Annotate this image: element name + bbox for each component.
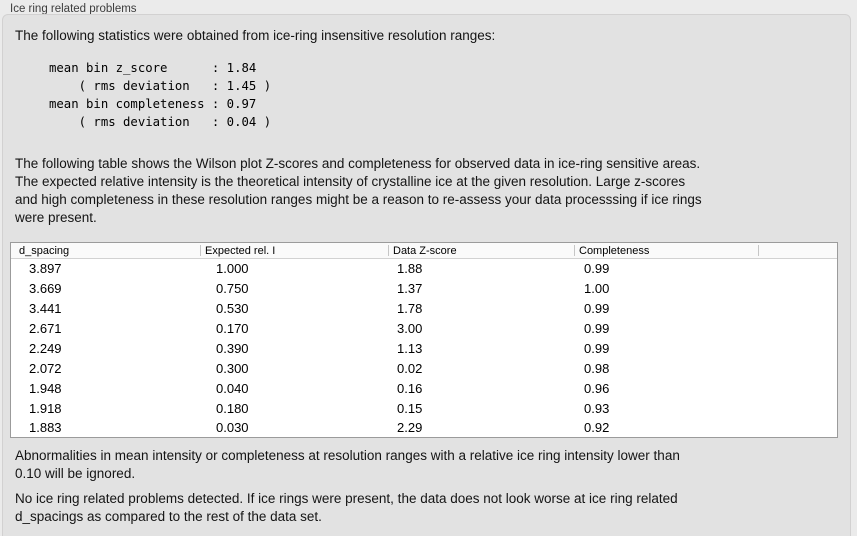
table-row[interactable]: 3.669 0.750 1.37 1.00 [11, 279, 837, 299]
conclusion-text: No ice ring related problems detected. I… [15, 490, 678, 526]
table-cell: 3.669 [29, 281, 62, 297]
table-cell: 2.29 [397, 420, 423, 436]
intro-text: The following statistics were obtained f… [15, 28, 496, 43]
table-cell: 0.99 [584, 301, 610, 317]
table-cell: 1.37 [397, 281, 423, 297]
table-cell: 0.15 [397, 400, 423, 416]
ice-ring-table: d_spacing Expected rel. I Data Z-score Comp… [10, 242, 838, 438]
table-cell: 0.170 [216, 321, 249, 337]
text-line: ( rms deviation : 1.45 ) [49, 79, 272, 93]
table-cell: 0.93 [584, 400, 610, 416]
table-cell: 1.883 [29, 420, 62, 436]
ice-ring-panel: The following statistics were obtained f… [2, 14, 851, 536]
table-cell: 1.948 [29, 380, 62, 396]
column-header-filler [758, 243, 837, 258]
table-row[interactable]: 1.918 0.180 0.15 0.93 [11, 398, 837, 418]
table-cell: 0.96 [584, 380, 610, 396]
table-cell: 0.99 [584, 261, 610, 277]
table-cell: 0.040 [216, 380, 249, 396]
table-cell: 0.16 [397, 380, 423, 396]
table-cell: 0.300 [216, 360, 249, 376]
table-cell: 0.99 [584, 321, 610, 337]
text-line: and high completeness in these resolutio… [15, 192, 702, 207]
table-row[interactable]: 3.897 1.000 1.88 0.99 [11, 259, 837, 279]
text-line: The following table shows the Wilson plo… [15, 156, 701, 171]
table-cell: 1.000 [216, 261, 249, 277]
column-header-data-z-score[interactable]: Data Z-score [388, 243, 574, 258]
table-cell: 3.897 [29, 261, 62, 277]
table-cell: 1.13 [397, 340, 423, 356]
table-row[interactable]: 2.671 0.170 3.00 0.99 [11, 319, 837, 339]
table-cell: 2.249 [29, 340, 62, 356]
ignore-note-text: Abnormalities in mean intensity or compl… [15, 447, 680, 483]
table-cell: 2.671 [29, 321, 62, 337]
table-cell: 0.390 [216, 340, 249, 356]
table-body: 3.897 1.000 1.88 0.99 3.669 0.750 1.37 1.00 3.44… [11, 259, 837, 437]
text-line: 0.10 will be ignored. [15, 466, 136, 481]
text-line: ( rms deviation : 0.04 ) [49, 115, 272, 129]
table-cell: 0.99 [584, 340, 610, 356]
table-cell: 0.180 [216, 400, 249, 416]
description-text: The following table shows the Wilson plo… [15, 155, 702, 227]
column-header-completeness[interactable]: Completeness [574, 243, 758, 258]
text-line: No ice ring related problems detected. I… [15, 491, 678, 506]
table-cell: 0.92 [584, 420, 610, 436]
table-cell: 3.441 [29, 301, 62, 317]
text-line: mean bin completeness : 0.97 [49, 97, 257, 111]
column-header-expected-rel-i[interactable]: Expected rel. I [200, 243, 388, 258]
table-row[interactable]: 1.883 0.030 2.29 0.92 [11, 418, 837, 437]
table-row[interactable]: 2.072 0.300 0.02 0.98 [11, 358, 837, 378]
table-cell: 0.530 [216, 301, 249, 317]
table-header-row: d_spacing Expected rel. I Data Z-score Comp… [11, 243, 837, 259]
table-cell: 1.918 [29, 400, 62, 416]
text-line: d_spacings as compared to the rest of th… [15, 509, 322, 524]
stats-block: mean bin z_score : 1.84 ( rms deviation … [49, 59, 271, 131]
text-line: mean bin z_score : 1.84 [49, 61, 257, 75]
text-line: Abnormalities in mean intensity or compl… [15, 448, 680, 463]
table-row[interactable]: 2.249 0.390 1.13 0.99 [11, 339, 837, 359]
panel-title: Ice ring related problems [10, 3, 137, 15]
table-cell: 0.02 [397, 360, 423, 376]
table-row[interactable]: 1.948 0.040 0.16 0.96 [11, 378, 837, 398]
table-cell: 0.98 [584, 360, 610, 376]
table-cell: 0.030 [216, 420, 249, 436]
table-cell: 1.00 [584, 281, 610, 297]
table-cell: 2.072 [29, 360, 62, 376]
table-row[interactable]: 3.441 0.530 1.78 0.99 [11, 299, 837, 319]
text-line: The expected relative intensity is the t… [15, 174, 686, 189]
table-cell: 0.750 [216, 281, 249, 297]
text-line: were present. [15, 210, 97, 225]
column-header-d-spacing[interactable]: d_spacing [19, 244, 70, 257]
table-cell: 1.78 [397, 301, 423, 317]
table-cell: 1.88 [397, 261, 423, 277]
table-cell: 3.00 [397, 321, 423, 337]
